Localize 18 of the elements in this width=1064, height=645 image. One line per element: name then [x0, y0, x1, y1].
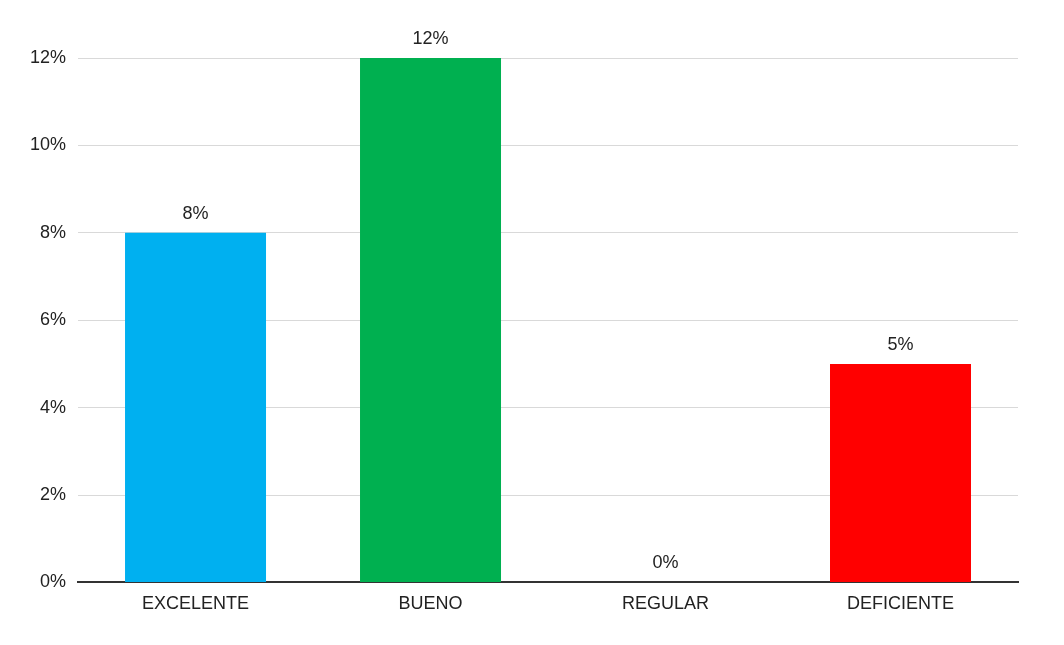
y-tick-label: 4%	[40, 396, 67, 417]
data-label: 12%	[412, 27, 449, 48]
data-label: 8%	[182, 202, 209, 223]
x-tick-label: DEFICIENTE	[847, 593, 955, 614]
y-tick-label: 0%	[40, 571, 67, 592]
x-tick-label: BUENO	[398, 593, 463, 614]
y-tick-label: 2%	[40, 483, 67, 504]
y-tick-label: 12%	[30, 46, 67, 67]
data-label: 0%	[652, 552, 679, 573]
y-tick-label: 10%	[30, 134, 67, 155]
y-tick-label: 8%	[40, 221, 67, 242]
bar	[125, 232, 267, 582]
x-tick-label: REGULAR	[621, 593, 710, 614]
x-tick-label: EXCELENTE	[142, 593, 250, 614]
bar	[360, 58, 502, 582]
y-tick-label: 6%	[40, 309, 67, 330]
data-label: 5%	[887, 333, 914, 354]
bar	[830, 363, 971, 582]
